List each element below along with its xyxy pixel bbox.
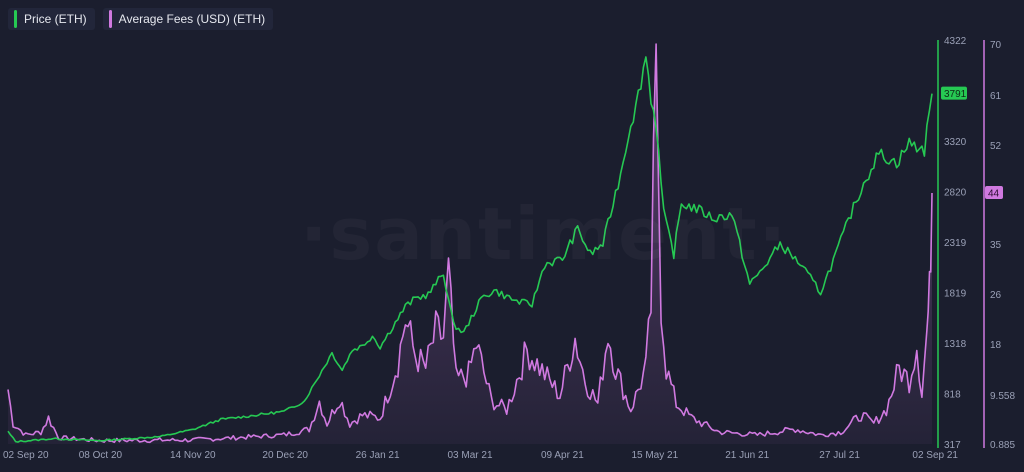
- legend-item-price[interactable]: Price (ETH): [8, 8, 95, 30]
- legend-item-fees[interactable]: Average Fees (USD) (ETH): [102, 8, 274, 30]
- price-tick-label: 818: [944, 389, 961, 400]
- x-tick-label: 27 Jul 21: [819, 450, 860, 461]
- fees-line: [7, 43, 933, 444]
- price-tick-label: 2319: [944, 238, 967, 249]
- x-tick-label: 14 Nov 20: [170, 450, 216, 461]
- x-tick-label: 26 Jan 21: [356, 450, 400, 461]
- price-tick-label: 1819: [944, 288, 967, 299]
- x-tick-label: 03 Mar 21: [447, 450, 492, 461]
- fees-tick-label: 35: [990, 240, 1002, 251]
- price-current-label: 3791: [944, 89, 967, 100]
- price-tick-label: 2820: [944, 188, 967, 199]
- price-tick-label: 3320: [944, 137, 967, 148]
- price-current-badge: [941, 86, 967, 100]
- price-tick-label: 4322: [944, 36, 967, 47]
- legend-label-fees: Average Fees (USD) (ETH): [118, 12, 266, 26]
- x-tick-label: 02 Sep 20: [3, 450, 49, 461]
- fees-swatch: [108, 10, 112, 28]
- price-line: [7, 56, 933, 443]
- fees-current-label: 44: [988, 189, 1000, 200]
- fees-tick-label: 70: [990, 40, 1002, 51]
- x-tick-label: 08 Oct 20: [79, 450, 123, 461]
- fees-tick-label: 52: [990, 141, 1002, 152]
- x-tick-label: 21 Jun 21: [725, 450, 769, 461]
- fees-tick-label: 26: [990, 290, 1002, 301]
- fees-tick-label: 0.885: [990, 440, 1015, 451]
- fees-tick-label: 9.558: [990, 391, 1015, 402]
- x-tick-label: 15 May 21: [631, 450, 678, 461]
- price-tick-label: 317: [944, 440, 961, 451]
- price-tick-label: 1318: [944, 339, 967, 350]
- price-swatch: [14, 10, 17, 28]
- legend: Price (ETH) Average Fees (USD) (ETH): [8, 8, 274, 30]
- fees-tick-label: 61: [990, 91, 1002, 102]
- watermark: ·santiment·: [300, 192, 788, 276]
- x-tick-label: 02 Sep 21: [912, 450, 958, 461]
- fees-area: [8, 44, 932, 444]
- x-tick-label: 20 Dec 20: [262, 450, 308, 461]
- fees-tick-label: 18: [990, 340, 1002, 351]
- legend-label-price: Price (ETH): [24, 12, 87, 26]
- fees-current-badge: [985, 186, 1003, 199]
- x-tick-label: 09 Apr 21: [541, 450, 584, 461]
